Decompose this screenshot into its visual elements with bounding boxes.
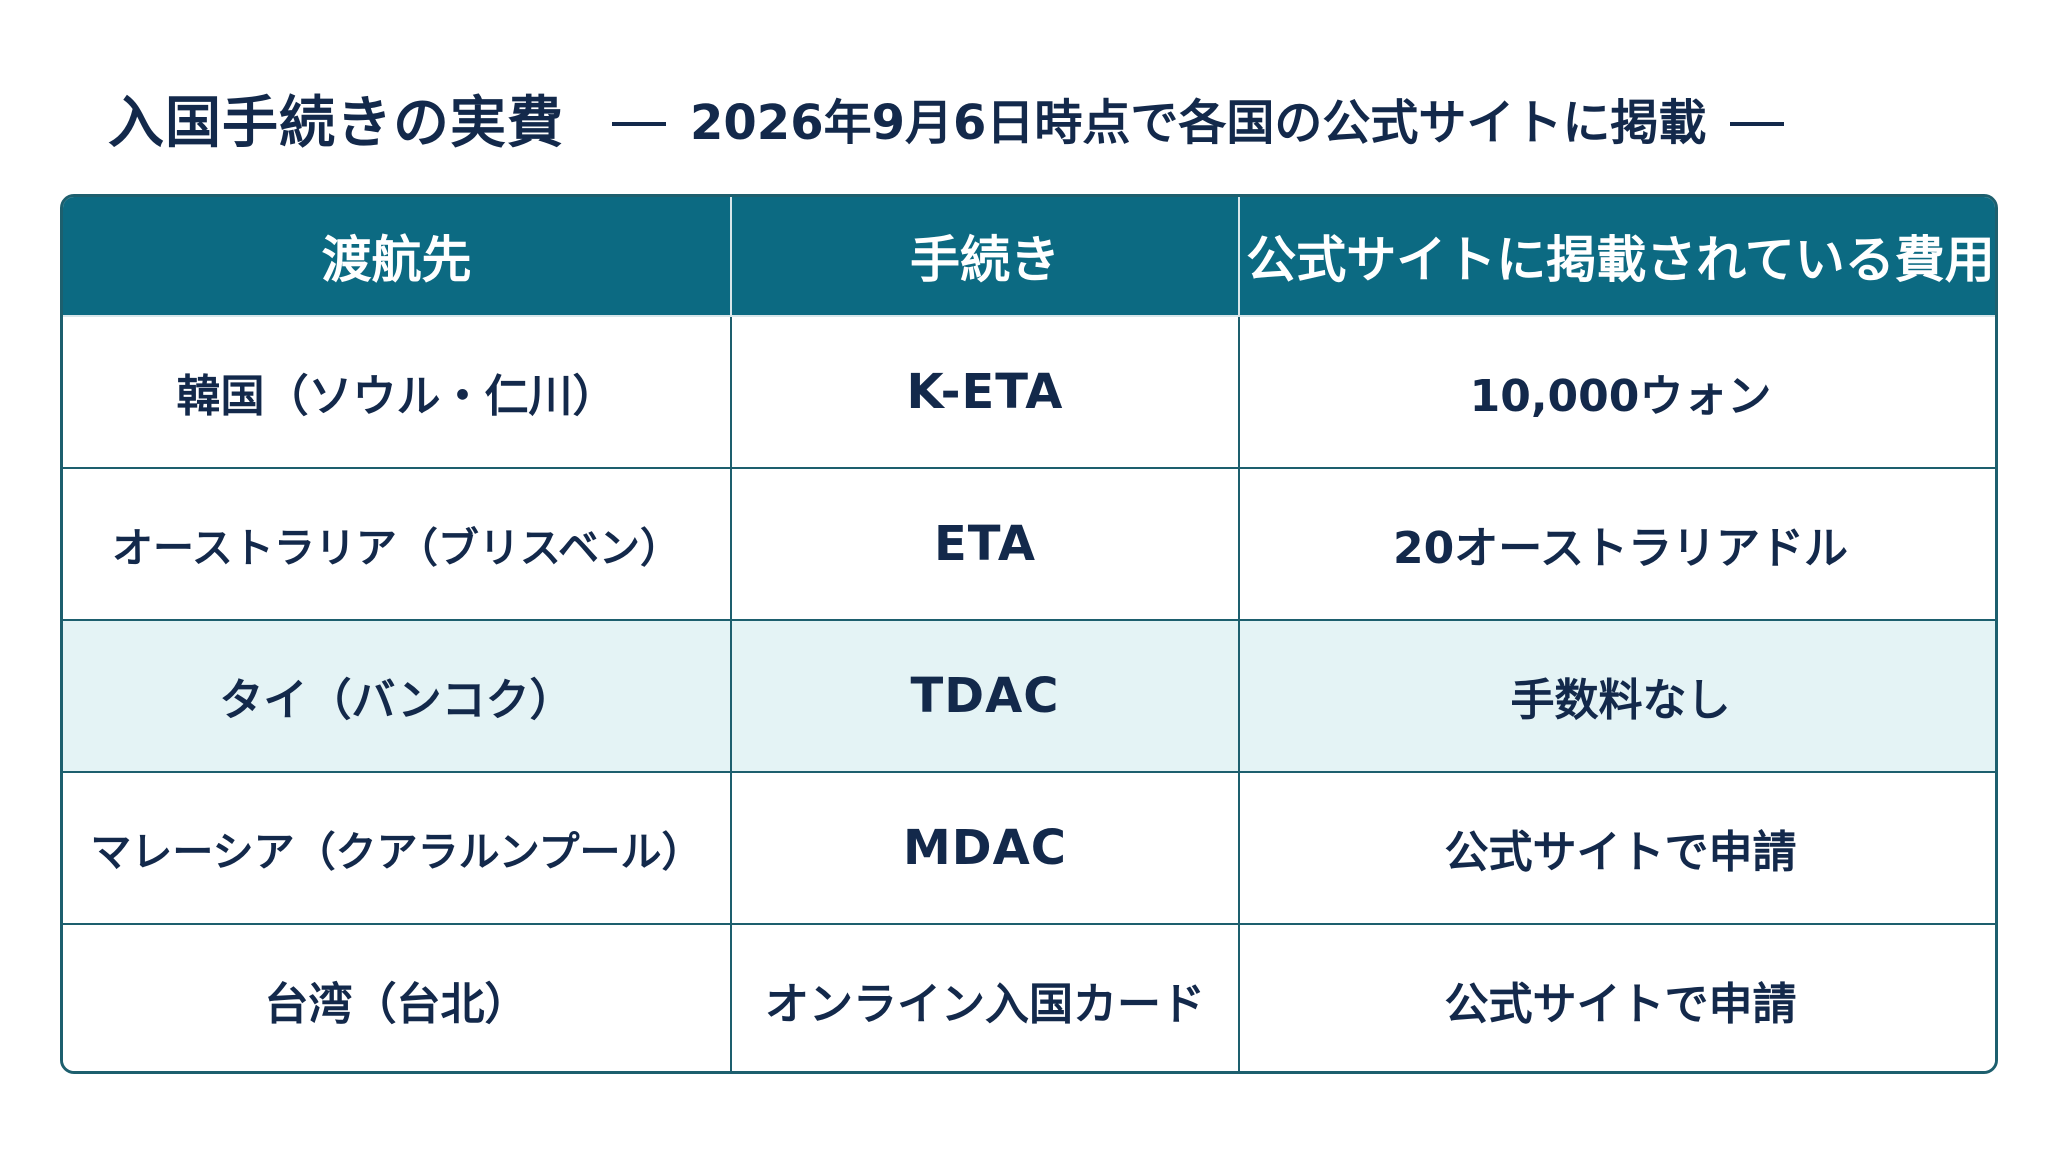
page-title: 入国手続きの実費 <box>108 90 564 156</box>
column-header-procedure: 手続き <box>731 197 1240 317</box>
table-row: 韓国（ソウル・仁川） K-ETA 10,000ウォン <box>63 316 1995 469</box>
table-row: 台湾（台北） オンライン入国カード 公式サイトで申請 <box>63 924 1995 1071</box>
fee-table-container: 渡航先 手続き 公式サイトに掲載されている費用 韓国（ソウル・仁川） K-ETA… <box>60 194 1998 1074</box>
cell-fee: 20オーストラリアドル <box>1239 468 1995 621</box>
cell-fee: 手数料なし <box>1239 620 1995 773</box>
cell-procedure: K-ETA <box>731 316 1240 469</box>
cell-destination: タイ（バンコク） <box>63 620 732 773</box>
cell-fee: 公式サイトで申請 <box>1239 924 1995 1071</box>
page-subtitle: 2026年9月6日時点で各国の公式サイトに掲載 <box>690 95 1707 151</box>
column-header-destination: 渡航先 <box>63 197 732 317</box>
table-row: オーストラリア（ブリスベン） ETA 20オーストラリアドル <box>63 468 1995 621</box>
dash-left-decoration <box>612 122 666 126</box>
cell-procedure: MDAC <box>731 772 1240 925</box>
cell-destination: マレーシア（クアラルンプール） <box>63 772 732 925</box>
cell-destination: 韓国（ソウル・仁川） <box>63 316 732 469</box>
page-header: 入国手続きの実費 2026年9月6日時点で各国の公式サイトに掲載 <box>108 78 1968 158</box>
cell-fee: 10,000ウォン <box>1239 316 1995 469</box>
dash-right-decoration <box>1730 122 1785 126</box>
table-row-highlighted: タイ（バンコク） TDAC 手数料なし <box>63 620 1995 773</box>
column-header-fee: 公式サイトに掲載されている費用 <box>1239 197 1995 317</box>
cell-procedure: オンライン入国カード <box>731 924 1240 1071</box>
cell-procedure: ETA <box>731 468 1240 621</box>
table-row: マレーシア（クアラルンプール） MDAC 公式サイトで申請 <box>63 772 1995 925</box>
cell-procedure: TDAC <box>731 620 1240 773</box>
fee-table: 渡航先 手続き 公式サイトに掲載されている費用 韓国（ソウル・仁川） K-ETA… <box>63 197 1995 1071</box>
cell-destination: 台湾（台北） <box>63 924 732 1071</box>
cell-destination: オーストラリア（ブリスベン） <box>63 468 732 621</box>
table-header-row: 渡航先 手続き 公式サイトに掲載されている費用 <box>63 197 1995 317</box>
page-subtitle-wrap: 2026年9月6日時点で各国の公式サイトに掲載 <box>612 83 1785 153</box>
cell-fee: 公式サイトで申請 <box>1239 772 1995 925</box>
